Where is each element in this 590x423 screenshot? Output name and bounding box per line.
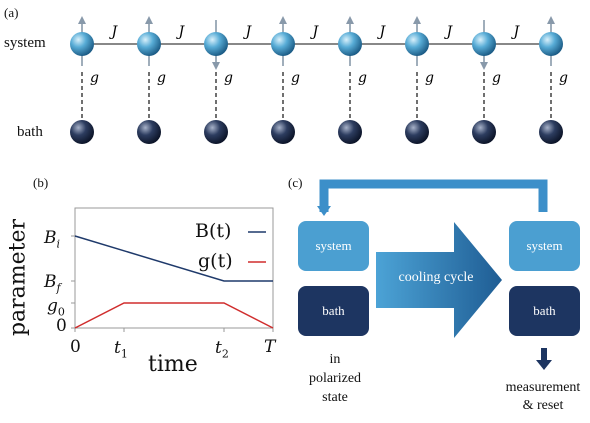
spin-up-arrowhead xyxy=(145,16,153,24)
x-axis-label: time xyxy=(148,352,198,377)
g-label: g xyxy=(157,70,166,86)
bath-spin xyxy=(271,120,295,144)
spin-up-arrowhead xyxy=(413,16,421,24)
J-label: J xyxy=(444,24,454,40)
panel-a-label: (a) xyxy=(4,5,19,20)
spin-up-arrowhead xyxy=(279,16,287,24)
spin-down-arrowhead xyxy=(480,62,488,70)
g-label: g xyxy=(425,70,434,86)
measure-down-arrow xyxy=(536,348,552,370)
J-label: J xyxy=(511,24,521,40)
bath-spin xyxy=(204,120,228,144)
cooling-cycle-arrow xyxy=(376,222,502,338)
spin-chain-diagram: g Jg Jg Jg Jg Jg Jg Jg xyxy=(70,16,568,144)
system-spin xyxy=(338,32,362,56)
g-label: g xyxy=(224,70,233,86)
left-caption: in polarized state xyxy=(290,350,380,407)
right-system-box: system xyxy=(509,221,580,271)
plot-frame xyxy=(74,207,274,329)
g-label: g xyxy=(291,70,300,86)
left-caption-line-3: state xyxy=(322,390,348,405)
xtick-t2: t2 xyxy=(215,338,229,361)
panel-c-label: (c) xyxy=(288,175,303,190)
system-spin xyxy=(472,32,496,56)
right-bath-box: bath xyxy=(509,286,580,336)
left-bath-box: bath xyxy=(298,286,369,336)
J-label: J xyxy=(176,24,186,40)
right-caption-line-2: & reset xyxy=(522,398,564,413)
g-label: g xyxy=(358,70,367,86)
g-label: g xyxy=(559,70,568,86)
spin-up-arrowhead xyxy=(346,16,354,24)
J-label: J xyxy=(243,24,253,40)
ytick-0: 0 xyxy=(56,316,67,336)
cooling-cycle-label: cooling cycle xyxy=(398,270,474,285)
J-label: J xyxy=(310,24,320,40)
ytick-Bf: Bf xyxy=(44,272,61,295)
xtick-T: T xyxy=(264,337,276,357)
system-row-label: system xyxy=(4,35,46,51)
y-axis-label: parameter xyxy=(5,218,31,337)
left-caption-line-2: polarized xyxy=(308,371,362,386)
legend-B-label: B(t) xyxy=(195,220,232,242)
bath-spin xyxy=(70,120,94,144)
feedback-loop-arrow xyxy=(317,179,548,216)
series-B-line xyxy=(74,235,273,282)
bath-spin xyxy=(472,120,496,144)
system-spin xyxy=(137,32,161,56)
spin-up-arrowhead xyxy=(547,16,555,24)
system-spin xyxy=(204,32,228,56)
xtick-t1: t1 xyxy=(114,338,128,361)
system-spin xyxy=(405,32,429,56)
xtick-0: 0 xyxy=(70,337,81,357)
J-label: J xyxy=(109,24,119,40)
right-caption-line-1: measurement xyxy=(505,380,581,395)
bath-spin xyxy=(137,120,161,144)
J-label: J xyxy=(377,24,387,40)
system-spin xyxy=(271,32,295,56)
system-spin xyxy=(70,32,94,56)
right-caption: measurement & reset xyxy=(488,379,590,415)
left-system-box: system xyxy=(298,221,369,271)
spin-up-arrowhead xyxy=(78,16,86,24)
ytick-Bi: Bi xyxy=(44,228,61,251)
panel-b-label: (b) xyxy=(33,175,49,190)
ytick-g0: g0 xyxy=(47,296,65,319)
bath-spin xyxy=(405,120,429,144)
g-label: g xyxy=(90,70,99,86)
system-spin xyxy=(539,32,563,56)
parameter-chart xyxy=(71,207,274,332)
bath-spin xyxy=(539,120,563,144)
left-caption-line-1: in xyxy=(329,352,341,367)
spin-down-arrowhead xyxy=(212,62,220,70)
bath-row-label: bath xyxy=(17,124,43,140)
g-label: g xyxy=(492,70,501,86)
bath-spin xyxy=(338,120,362,144)
legend-g-label: g(t) xyxy=(198,250,233,272)
series-g-line xyxy=(74,302,274,329)
